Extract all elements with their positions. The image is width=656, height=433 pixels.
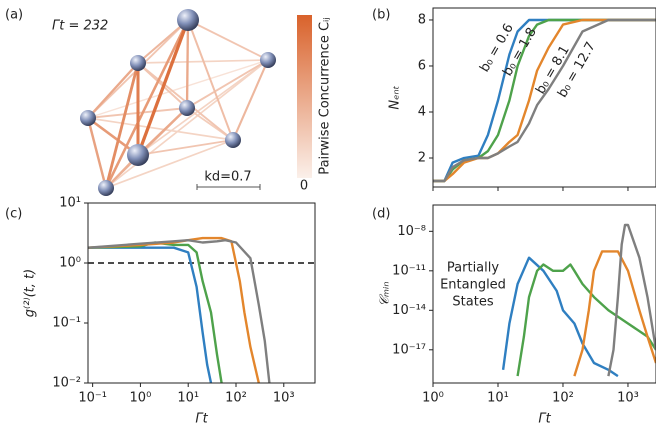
y-tick-label: 10⁻¹⁷ xyxy=(392,342,426,357)
x-tick-label: 10³ xyxy=(273,391,295,406)
series-line xyxy=(88,236,260,383)
colorbar-tick-label: 0 xyxy=(300,179,308,194)
panel-label: (b) xyxy=(372,8,390,23)
series-line xyxy=(607,223,656,377)
y-tick-label: 6 xyxy=(418,58,426,73)
snapshot-time: Γt = 232 xyxy=(52,19,108,34)
panel-label: (a) xyxy=(5,8,23,23)
concurrence-edge xyxy=(105,59,269,189)
y-tick-label: 10⁻¹¹ xyxy=(392,263,426,278)
concurrence-edge xyxy=(86,117,108,189)
y-tick-label: 10⁻¹ xyxy=(52,316,81,331)
concurrence-edge xyxy=(232,59,269,141)
annotation: Partially xyxy=(447,261,499,276)
concurrence-edge xyxy=(136,19,190,156)
y-tick-label: 10⁻⁸ xyxy=(397,224,426,239)
plot-area xyxy=(433,18,656,183)
concurrence-edge xyxy=(187,19,269,61)
y-axis-label: 𝒞ₘᵢₙ xyxy=(378,281,393,306)
concurrence-edge xyxy=(187,19,234,141)
plot-area xyxy=(501,223,656,378)
annotation: Entangled xyxy=(440,278,506,293)
scale-bar xyxy=(196,184,261,190)
emitter-node xyxy=(179,100,195,116)
panel-label: (d) xyxy=(372,207,390,222)
colorbar-label: Pairwise Concurrence Cᵢⱼ xyxy=(318,17,333,174)
concurrence-edge xyxy=(185,19,190,109)
series-line xyxy=(573,250,656,377)
emitter-node xyxy=(98,180,114,196)
concurrence-edge xyxy=(137,59,269,156)
emitter-node xyxy=(80,110,96,126)
x-tick-label: 10² xyxy=(552,391,574,406)
y-tick-label: 10⁻¹⁴ xyxy=(392,303,426,318)
concurrence-edge xyxy=(104,19,190,189)
emitter-node xyxy=(225,132,241,148)
series-line xyxy=(501,256,619,378)
y-tick-label: 10⁻² xyxy=(52,376,81,391)
scale-label: kd=0.7 xyxy=(204,170,251,185)
series-line xyxy=(88,246,213,383)
y-tick-label: 4 xyxy=(418,104,426,119)
concurrence-edge xyxy=(186,59,269,109)
y-tick-label: 8 xyxy=(418,12,426,27)
y-axis-label: Nₑₙₜ xyxy=(388,85,403,109)
series-line xyxy=(433,18,656,183)
concurrence-edge xyxy=(87,62,139,119)
plot-area xyxy=(88,236,315,383)
y-tick-label: 10¹ xyxy=(59,196,81,211)
y-tick-label: 10⁰ xyxy=(59,256,81,271)
x-tick-label: 10⁰ xyxy=(130,391,152,406)
x-axis-label: Γt xyxy=(538,412,551,427)
series-line xyxy=(433,18,656,183)
concurrence-edge xyxy=(104,62,140,189)
panel-label: (c) xyxy=(5,207,22,222)
series-line xyxy=(433,18,656,183)
x-tick-label: 10¹ xyxy=(487,391,509,406)
series-line xyxy=(88,239,271,383)
concurrence-edge xyxy=(105,139,234,189)
y-tick-label: 2 xyxy=(418,151,426,166)
axes-frame xyxy=(432,204,656,384)
x-tick-label: 10⁰ xyxy=(422,391,444,406)
axes-frame xyxy=(87,202,316,384)
emitter-node xyxy=(260,52,276,68)
x-tick-label: 10¹ xyxy=(177,391,199,406)
emitter-node xyxy=(177,9,199,31)
x-axis-label: Γt xyxy=(195,412,208,427)
emitter-node xyxy=(130,55,146,71)
series-line xyxy=(516,263,656,377)
x-tick-label: 10⁻¹ xyxy=(78,391,107,406)
concurrence-edge xyxy=(87,59,269,119)
x-tick-label: 10³ xyxy=(617,391,639,406)
axes-frame xyxy=(432,7,656,188)
x-tick-label: 10² xyxy=(225,391,247,406)
concurrence-edge xyxy=(137,107,188,156)
annotation: States xyxy=(452,295,493,310)
colorbar xyxy=(297,15,312,178)
concurrence-edge xyxy=(137,139,234,156)
concurrence-edge xyxy=(87,117,234,141)
y-axis-label: g⁽²⁾(t, t) xyxy=(23,269,38,317)
emitter-node xyxy=(127,144,149,166)
